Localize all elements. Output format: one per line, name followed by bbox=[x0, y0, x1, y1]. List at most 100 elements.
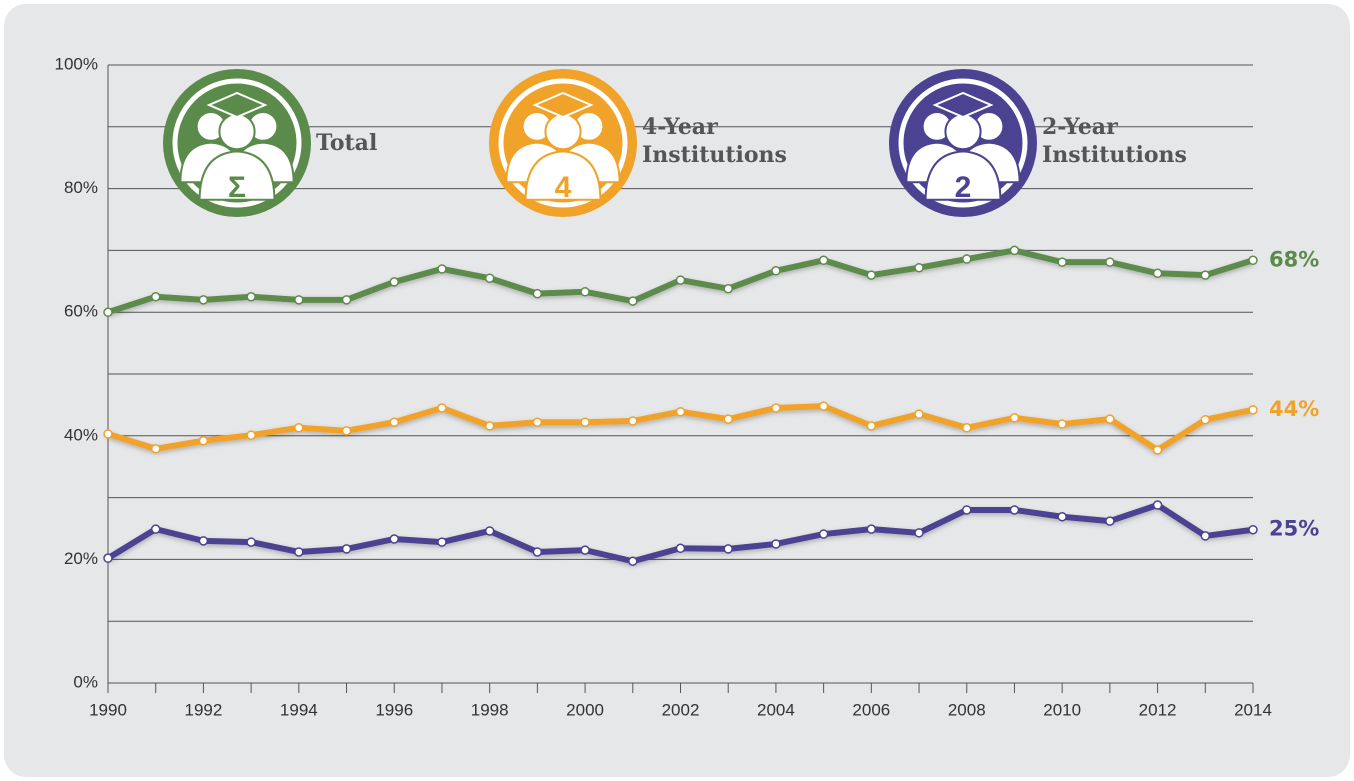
point bbox=[962, 254, 972, 264]
point bbox=[866, 270, 877, 280]
point bbox=[771, 266, 781, 276]
point bbox=[962, 505, 972, 515]
x-tick-label: 1996 bbox=[375, 700, 413, 719]
y-tick-label: 60% bbox=[64, 302, 98, 321]
icon-head bbox=[944, 113, 982, 151]
point bbox=[818, 255, 829, 266]
point bbox=[580, 417, 590, 427]
point bbox=[1152, 268, 1163, 279]
icon-body bbox=[198, 150, 276, 201]
y-tick-label: 80% bbox=[64, 178, 98, 197]
point bbox=[484, 526, 495, 536]
x-tick-label: 1998 bbox=[471, 700, 509, 719]
legend-icon: 2 bbox=[889, 69, 1037, 217]
icon-label: 2 bbox=[955, 171, 972, 204]
point bbox=[914, 528, 924, 538]
icon-head bbox=[218, 113, 256, 151]
point bbox=[389, 277, 399, 287]
point bbox=[914, 262, 924, 273]
end-label: 44% bbox=[1269, 397, 1319, 421]
point bbox=[1200, 270, 1211, 280]
legend-icon: Σ bbox=[163, 69, 311, 217]
point bbox=[866, 524, 877, 534]
panel bbox=[4, 4, 1350, 777]
point bbox=[198, 295, 209, 305]
x-tick-label: 2010 bbox=[1043, 700, 1081, 719]
icon-label: 4 bbox=[555, 171, 572, 204]
icon-body bbox=[924, 150, 1002, 201]
point bbox=[1009, 413, 1020, 423]
point bbox=[389, 534, 399, 544]
y-tick-label: 40% bbox=[64, 425, 98, 444]
legend-label: 4-Year Institutions bbox=[642, 114, 787, 168]
legend-label: 2-Year Institutions bbox=[1042, 114, 1187, 168]
x-tick-label: 2002 bbox=[662, 700, 700, 719]
point bbox=[1057, 419, 1067, 429]
point bbox=[294, 295, 304, 305]
icon-ring bbox=[898, 78, 1028, 208]
end-label: 25% bbox=[1269, 517, 1319, 541]
point bbox=[1105, 414, 1115, 424]
point bbox=[1009, 505, 1020, 515]
point bbox=[484, 421, 495, 431]
point bbox=[437, 403, 447, 413]
point bbox=[150, 524, 161, 534]
y-tick-label: 20% bbox=[64, 549, 98, 568]
point bbox=[675, 543, 686, 554]
point bbox=[294, 423, 304, 433]
icon-cap bbox=[532, 91, 594, 119]
point bbox=[532, 288, 543, 299]
point bbox=[818, 401, 829, 411]
point bbox=[914, 409, 924, 419]
point bbox=[437, 264, 447, 274]
point bbox=[580, 287, 590, 297]
end-label: 68% bbox=[1269, 247, 1319, 271]
point bbox=[771, 403, 781, 413]
icon-head bbox=[544, 113, 582, 151]
point bbox=[198, 536, 209, 546]
point bbox=[675, 406, 686, 417]
point bbox=[1057, 257, 1067, 267]
x-tick-label: 2004 bbox=[757, 700, 795, 719]
point bbox=[484, 273, 495, 283]
point bbox=[198, 435, 209, 446]
icon-label: Σ bbox=[228, 171, 246, 204]
point bbox=[532, 417, 543, 427]
x-tick-label: 2000 bbox=[566, 700, 604, 719]
point bbox=[150, 444, 161, 454]
point bbox=[437, 537, 447, 547]
y-tick-label: 100% bbox=[55, 54, 98, 73]
point bbox=[723, 414, 733, 424]
point bbox=[341, 544, 352, 554]
point bbox=[580, 545, 590, 555]
point bbox=[341, 426, 352, 436]
point bbox=[389, 417, 399, 427]
point bbox=[675, 275, 686, 285]
point bbox=[628, 416, 638, 426]
point bbox=[1248, 524, 1258, 535]
x-tick-label: 2008 bbox=[948, 700, 986, 719]
point bbox=[246, 430, 256, 440]
x-tick-label: 1994 bbox=[280, 700, 318, 719]
point bbox=[103, 553, 113, 563]
icon-ring bbox=[172, 78, 302, 208]
point bbox=[771, 539, 781, 549]
point bbox=[341, 295, 352, 305]
point bbox=[1057, 512, 1067, 522]
point bbox=[1248, 255, 1258, 266]
x-tick-label: 1992 bbox=[185, 700, 223, 719]
point bbox=[1105, 257, 1115, 267]
point bbox=[962, 423, 972, 433]
point bbox=[723, 283, 733, 294]
point bbox=[818, 529, 829, 539]
point bbox=[628, 296, 638, 306]
point bbox=[532, 547, 543, 557]
point bbox=[246, 537, 256, 547]
x-tick-label: 1990 bbox=[89, 700, 127, 719]
point bbox=[1200, 531, 1211, 541]
x-tick-label: 2006 bbox=[852, 700, 890, 719]
point bbox=[723, 544, 733, 554]
y-tick-label: 0% bbox=[73, 672, 98, 691]
